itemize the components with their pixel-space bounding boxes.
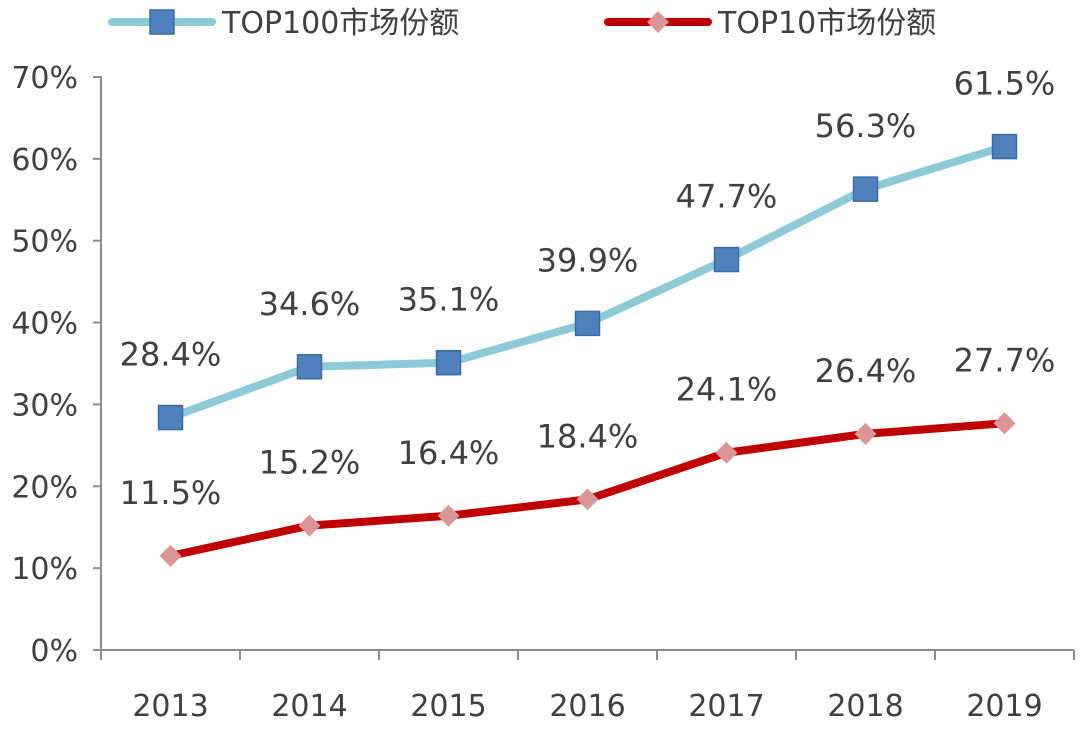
y-tick-label: 40%: [11, 307, 78, 342]
x-tick-label: 2018: [827, 689, 903, 724]
series-1-point: [296, 354, 323, 380]
series-2-point: [576, 488, 599, 511]
x-tick-label: 2015: [410, 689, 486, 724]
legend-marker-1: [149, 9, 175, 35]
series-2-point: [159, 544, 182, 567]
series-2-point: [854, 422, 877, 445]
y-tick-label: 50%: [11, 225, 78, 260]
series-2-point: [298, 514, 321, 537]
series-1-point: [713, 246, 740, 273]
series-1-data-label: 56.3%: [815, 107, 917, 145]
series-1-point: [157, 404, 184, 431]
x-tick-label: 2016: [549, 689, 625, 724]
series-1-data-label: 28.4%: [120, 336, 222, 374]
series-2-data-label: 11.5%: [120, 474, 222, 512]
series-1-point: [991, 133, 1018, 160]
series-1-point: [435, 349, 462, 376]
series-2-data-label: 27.7%: [954, 341, 1056, 379]
x-tick-label: 2013: [132, 689, 208, 724]
legend-label-1: TOP100市场份额: [221, 6, 459, 41]
series-2-point: [715, 441, 738, 464]
y-tick-label: 20%: [11, 470, 78, 505]
series-1-point: [852, 176, 879, 202]
series-2-data-label: 24.1%: [676, 371, 778, 409]
series-2-point: [437, 504, 460, 527]
series-2-data-label: 16.4%: [398, 434, 500, 472]
y-tick-label: 70%: [11, 61, 78, 96]
y-tick-label: 30%: [11, 388, 78, 423]
y-tick-label: 10%: [11, 552, 78, 587]
y-tick-label: 60%: [11, 143, 78, 178]
series-1-point: [574, 310, 601, 337]
series-1-data-label: 47.7%: [676, 178, 778, 216]
legend-marker-2: [647, 11, 669, 33]
series-2-point: [993, 412, 1016, 435]
series-1-data-label: 39.9%: [537, 241, 639, 279]
series-2-data-label: 26.4%: [815, 352, 917, 390]
series-2-data-label: 15.2%: [259, 444, 361, 482]
y-tick-label: 0%: [30, 634, 78, 669]
series-1-data-label: 61.5%: [954, 65, 1056, 103]
x-tick-label: 2014: [271, 689, 347, 724]
x-tick-label: 2019: [966, 689, 1042, 724]
legend-label-2: TOP10市场份额: [717, 6, 936, 41]
x-tick-label: 2017: [688, 689, 764, 724]
series-1-data-label: 34.6%: [259, 285, 361, 323]
series-1-data-label: 35.1%: [398, 281, 500, 319]
series-2-data-label: 18.4%: [537, 417, 639, 455]
